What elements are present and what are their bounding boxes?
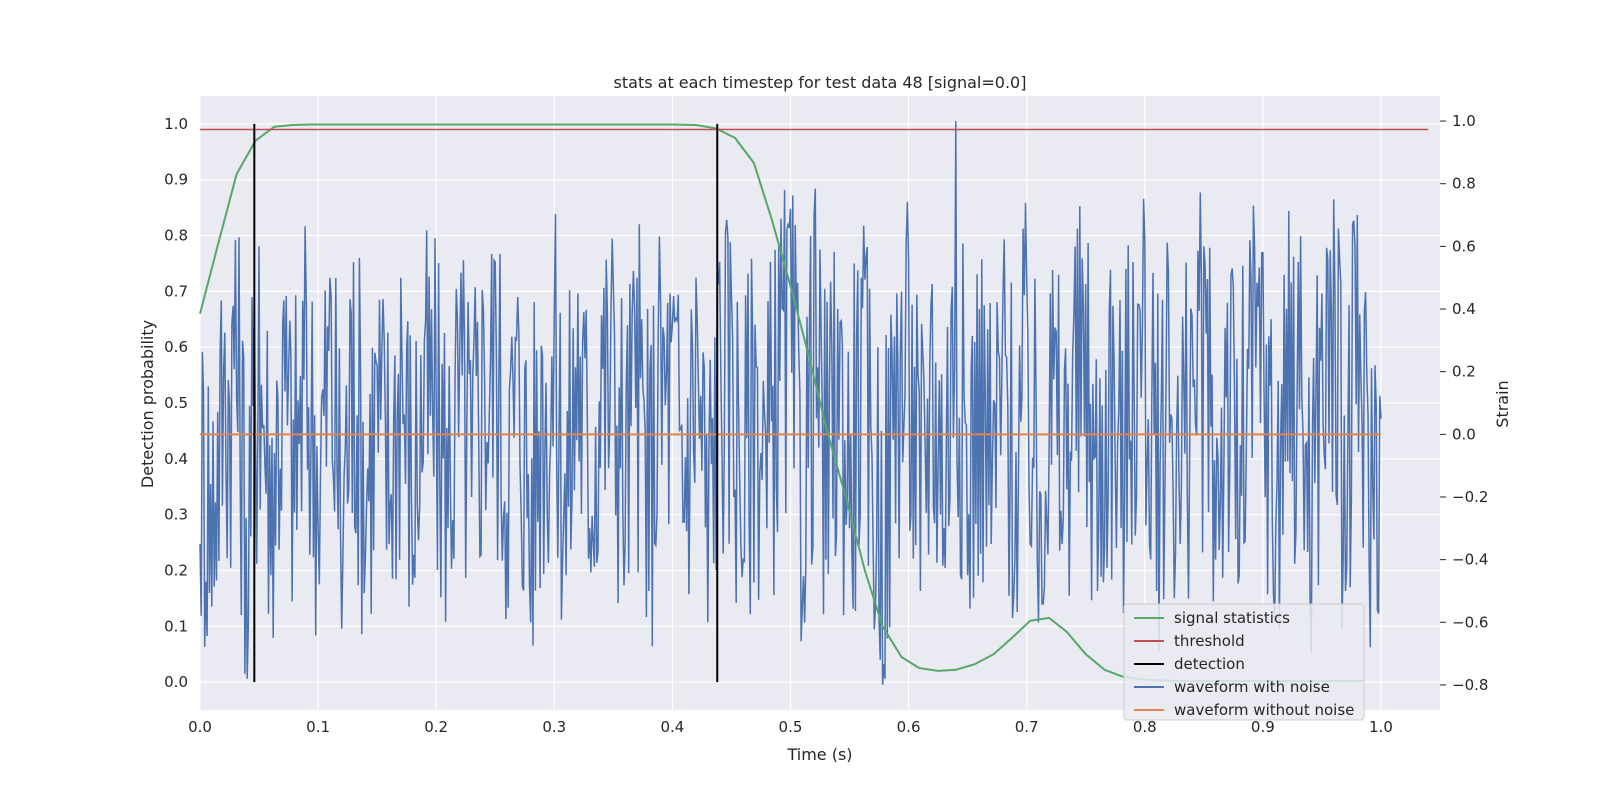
y-axis-label-left: Detection probability <box>138 320 157 488</box>
legend-label-threshold: threshold <box>1174 632 1245 650</box>
y-tick-label-left: 0.6 <box>164 338 188 356</box>
x-tick-label: 0.5 <box>779 718 803 736</box>
x-tick-label: 0.7 <box>1015 718 1039 736</box>
series-waveform-with-noise <box>199 121 1382 685</box>
x-tick-label: 0.3 <box>542 718 566 736</box>
x-tick-label: 0.4 <box>660 718 684 736</box>
legend: signal statistics threshold detection wa… <box>1123 603 1365 721</box>
y-tick-label-right: 0.0 <box>1452 425 1476 443</box>
y-tick-label-left: 0.5 <box>164 394 188 412</box>
x-tick-label: 1.0 <box>1369 718 1393 736</box>
x-tick-label: 0.0 <box>188 718 212 736</box>
legend-box <box>1123 603 1365 721</box>
x-axis-label: Time (s) <box>786 745 852 764</box>
y-tick-label-right: −0.2 <box>1452 488 1488 506</box>
y-tick-label-right: 0.2 <box>1452 363 1476 381</box>
legend-label-waveform-without-noise: waveform without noise <box>1174 701 1354 719</box>
y-tick-label-right: −0.8 <box>1452 676 1488 694</box>
y-tick-label-left: 0.4 <box>164 450 188 468</box>
chart-title: stats at each timestep for test data 48 … <box>614 73 1027 92</box>
y-tick-label-right: 0.4 <box>1452 300 1476 318</box>
legend-label-detection: detection <box>1174 655 1245 673</box>
y-tick-label-right: 0.8 <box>1452 175 1476 193</box>
y-tick-label-left: 0.9 <box>164 171 188 189</box>
y-tick-label-left: 1.0 <box>164 115 188 133</box>
y-tick-label-right: −0.6 <box>1452 613 1488 631</box>
y-tick-label-left: 0.2 <box>164 561 188 579</box>
x-tick-label: 0.8 <box>1133 718 1157 736</box>
x-tick-label: 0.1 <box>306 718 330 736</box>
y-tick-label-left: 0.0 <box>164 673 188 691</box>
y-tick-label-right: 1.0 <box>1452 112 1476 130</box>
y-tick-label-left: 0.1 <box>164 617 188 635</box>
y-tick-label-right: 0.6 <box>1452 237 1476 255</box>
y-tick-label-left: 0.3 <box>164 506 188 524</box>
legend-label-waveform-with-noise: waveform with noise <box>1174 678 1330 696</box>
x-tick-label: 0.6 <box>897 718 921 736</box>
y-tick-label-left: 0.8 <box>164 227 188 245</box>
y-tick-label-right: −0.4 <box>1452 551 1488 569</box>
x-tick-label: 0.2 <box>424 718 448 736</box>
y-tick-label-left: 0.7 <box>164 282 188 300</box>
series-layer <box>199 121 1429 685</box>
legend-label-signal-statistics: signal statistics <box>1174 609 1290 627</box>
ticks: 0.0 0.1 0.2 0.3 0.4 0.5 0.6 0.7 0.8 0.9 1.0 0.0 0.1 0… <box>164 112 1488 736</box>
x-tick-label: 0.9 <box>1251 718 1275 736</box>
y-axis-label-right: Strain <box>1493 380 1512 427</box>
